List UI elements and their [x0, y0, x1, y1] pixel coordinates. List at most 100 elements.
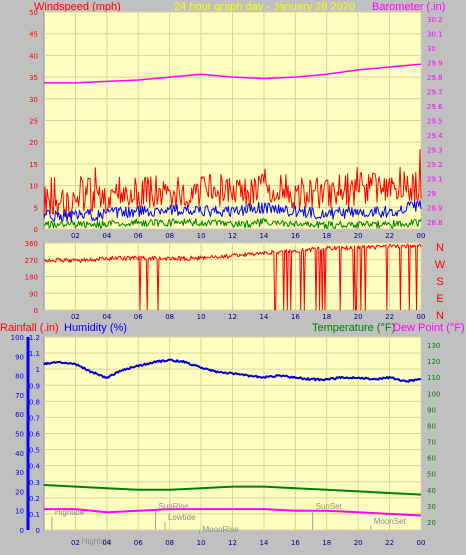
series-layer: Hightide SunRise Lowtide MoonRise SunSet Moon… — [43, 63, 422, 546]
temp-y-tick-2: 40 — [427, 487, 436, 495]
temperature-label: Temperature (°F) — [312, 322, 395, 334]
windspeed-label: Windspeed (mph) — [34, 1, 121, 13]
dewpoint-line — [44, 508, 422, 517]
temp-y-tick-0: 20 — [427, 519, 436, 527]
annotation-label-6: Hightide — [82, 537, 112, 546]
compass-label-0: N — [436, 242, 444, 254]
humidity-y-tick-5: 50 — [15, 431, 24, 439]
compass-label-4: N — [436, 310, 444, 322]
humidity-y-tick-4: 40 — [15, 450, 24, 458]
rain-y-tick-10: 1 — [36, 366, 40, 374]
x-tick-label-0-0: 02 — [71, 232, 80, 240]
temp-y-tick-5: 70 — [427, 439, 436, 447]
x-tick-label-0-1: 04 — [102, 232, 111, 240]
humidity-y-tick-0: 0 — [20, 527, 24, 535]
x-tick-label-1-4: 10 — [197, 313, 206, 321]
baro-y-tick-4: 29.2 — [427, 161, 443, 169]
rain-y-tick-9: 0.9 — [29, 382, 40, 390]
temperature-line — [43, 484, 422, 496]
x-tick-label-2-5: 12 — [228, 539, 237, 547]
x-tick-label-2-9: 20 — [354, 539, 363, 547]
wind-direction-line — [43, 243, 422, 311]
temp-y-tick-1: 30 — [427, 503, 436, 511]
wind-y-tick-4: 20 — [29, 139, 38, 147]
x-tick-label-2-1: 04 — [102, 539, 111, 547]
x-tick-label-0-3: 08 — [165, 232, 174, 240]
dir-y-tick-4: 360 — [25, 240, 38, 248]
temp-y-tick-3: 50 — [427, 471, 436, 479]
rain-y-tick-1: 0.1 — [29, 511, 40, 519]
rain-y-tick-7: 0.7 — [29, 414, 40, 422]
annotation-label-3: MoonRise — [203, 525, 240, 534]
baro-y-tick-3: 29.1 — [427, 175, 443, 183]
humidity-y-tick-9: 90 — [15, 353, 24, 361]
x-tick-label-1-0: 02 — [71, 313, 80, 321]
x-tick-label-0-4: 10 — [197, 232, 206, 240]
dir-y-tick-2: 180 — [25, 274, 38, 282]
x-tick-label-2-11: 00 — [417, 539, 426, 547]
wind-average-line — [43, 200, 422, 223]
barometer-label: Barometer (.in) — [372, 1, 445, 13]
baro-y-tick-14: 30.2 — [427, 16, 443, 24]
baro-y-tick-5: 29.3 — [427, 146, 443, 154]
temp-y-tick-10: 120 — [427, 358, 440, 366]
x-tick-label-1-7: 16 — [291, 313, 300, 321]
baro-y-tick-1: 28.9 — [427, 204, 443, 212]
baro-y-tick-11: 29.9 — [427, 60, 443, 68]
x-tick-label-1-9: 20 — [354, 313, 363, 321]
rain-y-tick-5: 0.5 — [29, 447, 40, 455]
humidity-y-tick-6: 60 — [15, 411, 24, 419]
baro-y-tick-6: 29.4 — [427, 132, 443, 140]
rain-y-tick-12: 1.2 — [29, 334, 40, 342]
x-tick-label-1-1: 04 — [102, 313, 111, 321]
dir-y-tick-0: 0 — [34, 307, 38, 315]
x-tick-label-1-3: 08 — [165, 313, 174, 321]
x-tick-label-2-3: 08 — [165, 539, 174, 547]
humidity-line — [43, 358, 422, 383]
baro-y-tick-8: 29.6 — [427, 103, 443, 111]
x-tick-label-2-7: 16 — [291, 539, 300, 547]
wind-y-tick-7: 35 — [29, 74, 38, 82]
dewpoint-label: Dew Point (°F) — [393, 322, 465, 334]
rainfall-label: Rainfall (.in) — [0, 322, 59, 334]
humidity-y-tick-3: 30 — [15, 469, 24, 477]
baro-y-tick-10: 29.8 — [427, 74, 443, 82]
x-tick-label-2-2: 06 — [134, 539, 143, 547]
humidity-label: Humidity (%) — [64, 322, 127, 334]
wind-y-tick-9: 45 — [29, 31, 38, 39]
baro-y-tick-9: 29.7 — [427, 89, 443, 97]
wind-y-tick-0: 0 — [34, 226, 38, 234]
annotation-label-2: Lowtide — [168, 513, 196, 522]
wind-y-tick-5: 25 — [29, 118, 38, 126]
x-tick-label-1-5: 12 — [228, 313, 237, 321]
rain-y-tick-11: 1.1 — [29, 350, 40, 358]
rain-y-tick-2: 0.2 — [29, 495, 40, 503]
rain-y-tick-8: 0.8 — [29, 398, 40, 406]
wind-gust-line — [43, 148, 422, 218]
temp-y-tick-9: 110 — [427, 374, 440, 382]
annotation-label-5: MoonSet — [374, 517, 407, 526]
annotation-label-4: SunSet — [316, 502, 343, 511]
x-tick-label-0-7: 16 — [291, 232, 300, 240]
x-tick-label-0-9: 20 — [354, 232, 363, 240]
dir-y-tick-1: 90 — [29, 290, 38, 298]
humidity-y-tick-2: 20 — [15, 488, 24, 496]
chart-title: 24 hour graph day - January 28 2020 — [174, 1, 355, 13]
x-tick-label-1-10: 22 — [385, 313, 394, 321]
wind-y-tick-8: 40 — [29, 52, 38, 60]
x-tick-label-1-2: 06 — [134, 313, 143, 321]
wind-y-tick-3: 15 — [29, 161, 38, 169]
compass-label-1: W — [435, 259, 446, 271]
barometer-line — [44, 63, 422, 84]
annotation-label-0: Hightide — [55, 508, 85, 517]
wind-low-line — [43, 218, 422, 229]
baro-y-tick-12: 30 — [427, 45, 436, 53]
x-tick-label-0-10: 22 — [385, 232, 394, 240]
temp-y-tick-11: 130 — [427, 342, 440, 350]
dir-y-tick-3: 270 — [25, 257, 38, 265]
baro-y-tick-0: 28.8 — [427, 219, 443, 227]
x-tick-label-2-8: 18 — [322, 539, 331, 547]
